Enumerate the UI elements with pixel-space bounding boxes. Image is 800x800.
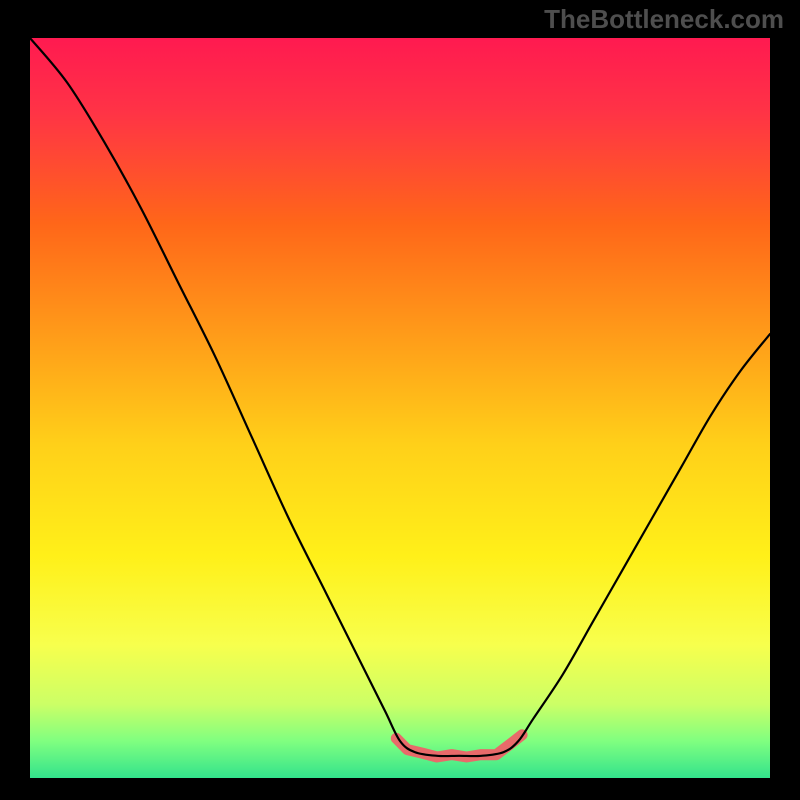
watermark-text: TheBottleneck.com <box>544 4 784 35</box>
gradient-background <box>30 38 770 778</box>
plot-area <box>30 38 770 778</box>
chart-svg <box>30 38 770 778</box>
chart-stage: TheBottleneck.com <box>0 0 800 800</box>
